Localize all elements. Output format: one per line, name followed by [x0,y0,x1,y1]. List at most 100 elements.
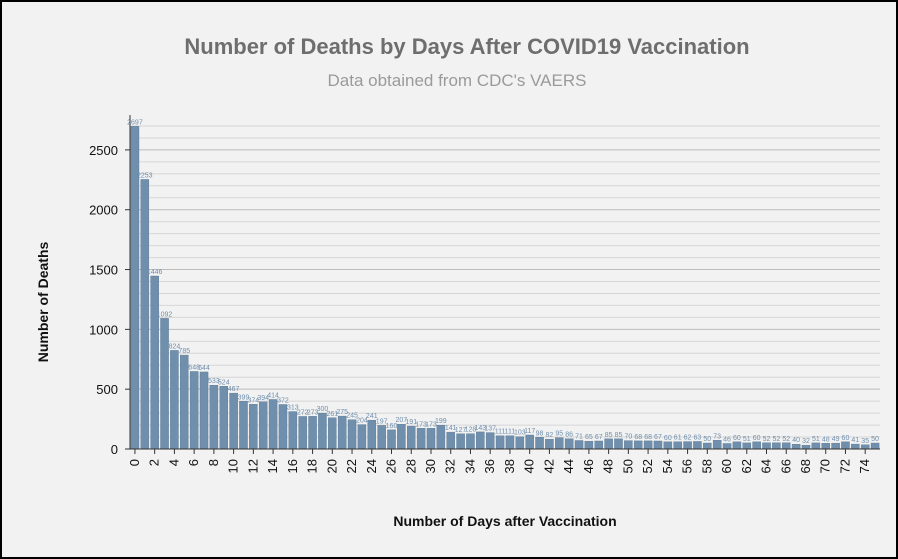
bar [476,431,485,450]
data-label: 648 [188,364,200,371]
data-label: 241 [366,413,378,420]
bar [209,385,219,450]
x-tick-label: 10 [226,459,241,473]
bar [377,425,386,450]
y-tick-label: 1000 [89,322,118,337]
bar [466,433,475,450]
bar [673,441,682,450]
data-label: 127 [455,427,467,434]
bar [308,416,317,450]
data-label: 197 [376,418,388,425]
bar [752,441,761,450]
bar [703,442,712,450]
bar [624,440,633,450]
data-label: 824 [169,343,181,350]
data-label: 191 [405,419,417,426]
bar [426,428,436,450]
data-label: 414 [267,392,279,399]
bar [712,440,722,450]
data-label: 46 [723,436,731,443]
data-label: 261 [326,411,338,418]
data-label: 62 [684,435,692,442]
data-label: 95 [555,431,563,438]
data-label: 117 [524,428,535,435]
data-label: 70 [624,434,632,441]
data-label: 399 [238,394,250,401]
x-axis-title: Number of Days after Vaccination [393,513,616,529]
bar [515,436,525,450]
bar [614,438,623,450]
bar [189,371,199,450]
bar [229,392,238,450]
data-label: 207 [396,417,408,424]
bar [722,443,732,450]
data-label: 785 [178,348,190,355]
bar [860,444,870,450]
x-tick-label: 4 [166,459,181,466]
data-label: 272 [297,409,309,416]
bar [258,401,268,450]
bar [407,425,416,450]
bar [791,444,801,450]
data-label: 65 [585,434,593,441]
data-label: 61 [674,435,682,442]
x-tick-label: 20 [324,459,339,473]
x-tick-label: 60 [719,459,734,473]
bar [574,440,584,450]
x-tick-label: 52 [640,459,655,473]
bar [347,419,357,450]
bar [821,443,830,450]
bar [219,386,228,450]
x-tick-label: 28 [403,459,418,473]
x-tick-label: 48 [601,459,616,473]
bar [337,415,347,450]
data-label: 85 [605,432,613,439]
bar [456,433,465,450]
data-label: 85 [615,432,623,439]
x-tick-label: 56 [680,459,695,473]
data-label: 644 [198,365,210,372]
x-tick-label: 12 [245,459,260,473]
data-label: 71 [575,434,583,441]
bar [298,416,307,450]
bar [160,318,169,450]
bar [416,428,426,450]
x-tick-label: 18 [305,459,320,473]
data-label: 173 [415,421,427,428]
x-tick-label: 72 [837,459,852,473]
bar [772,442,781,450]
data-label: 67 [654,434,662,441]
data-label: 374 [248,397,260,404]
bar [288,411,298,450]
bar [831,442,840,450]
data-label: 50 [871,436,879,443]
data-label: 49 [832,436,840,443]
bar [584,441,594,450]
bar [564,438,574,450]
data-label: 63 [694,434,702,441]
bar [170,350,179,450]
bar [278,404,288,450]
x-tick-label: 38 [502,459,517,473]
y-tick-label: 2500 [89,143,118,158]
data-label: 300 [317,406,329,413]
data-label: 60 [733,435,741,442]
data-label: 204 [356,418,368,425]
data-label: 67 [595,434,603,441]
bar [328,417,337,450]
x-tick-label: 62 [739,459,754,473]
bar [249,404,258,450]
data-label: 68 [644,434,652,441]
data-label: 52 [772,436,780,443]
x-tick-label: 0 [127,459,142,466]
bar [199,371,209,450]
chart-subtitle: Data obtained from CDC's VAERS [328,71,587,90]
data-label: 1446 [147,269,163,276]
data-label: 111 [495,429,506,436]
bar [811,442,821,450]
data-label: 533 [208,378,220,385]
bar [535,437,544,450]
data-label: 52 [782,436,790,443]
data-label: 2697 [127,119,143,126]
